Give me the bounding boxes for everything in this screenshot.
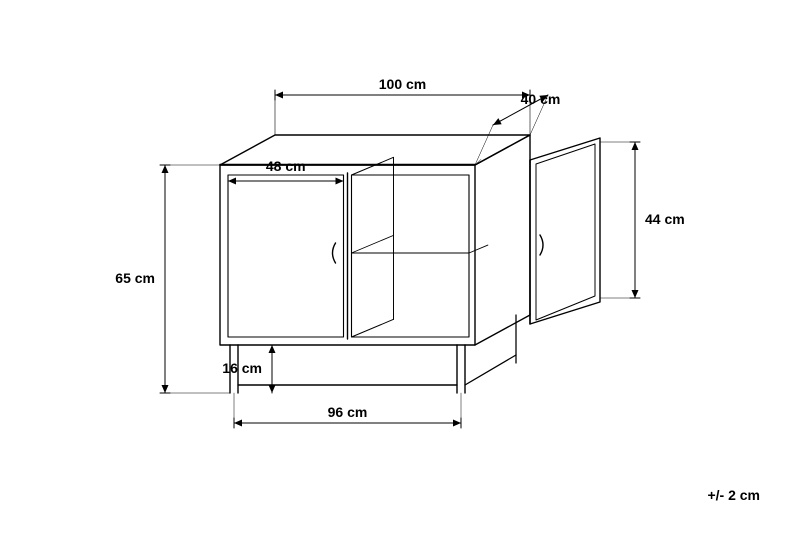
- dim-height: 65 cm: [115, 270, 155, 286]
- tolerance-note: +/- 2 cm: [707, 487, 760, 503]
- dim-leg-height: 16 cm: [222, 360, 262, 376]
- dim-door-height: 44 cm: [645, 211, 685, 227]
- dim-width-top: 100 cm: [379, 76, 426, 92]
- dim-depth-top: 40 cm: [521, 91, 561, 107]
- dim-inner-width: 48 cm: [266, 158, 306, 174]
- dim-leg-span: 96 cm: [328, 404, 368, 420]
